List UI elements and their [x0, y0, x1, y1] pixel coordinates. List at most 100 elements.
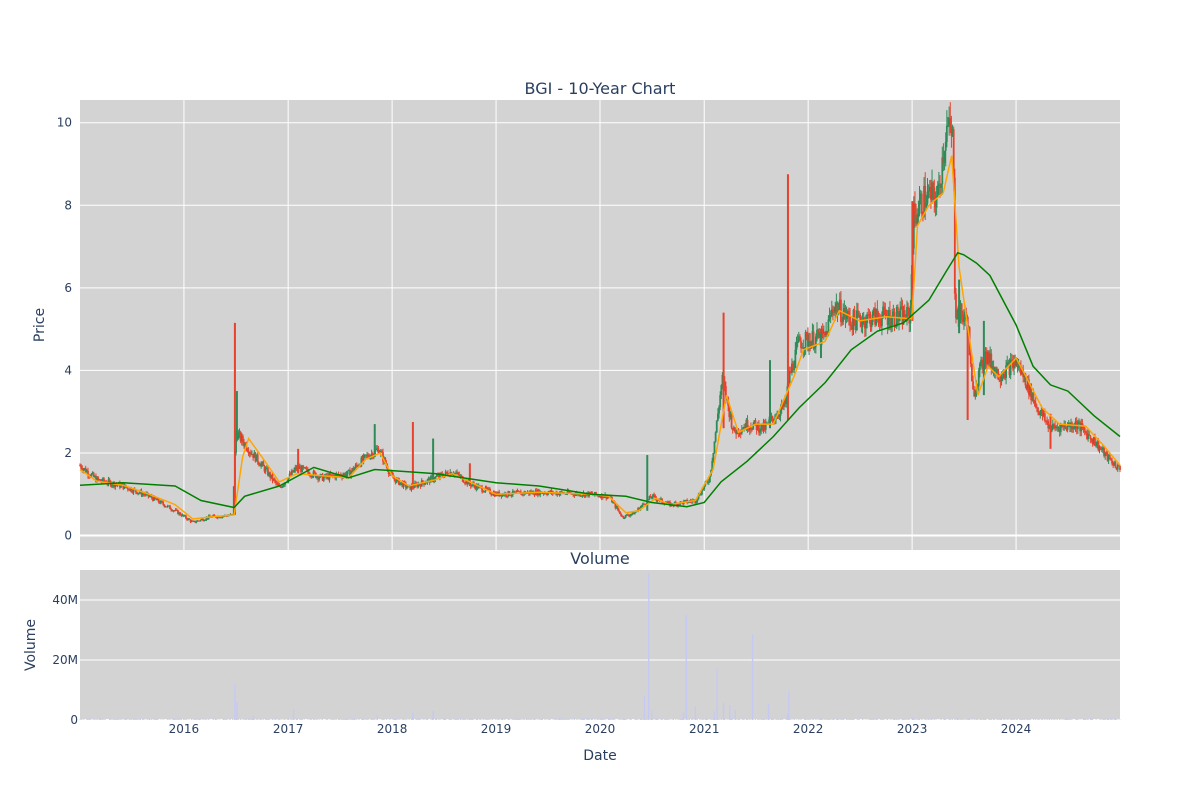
candle-body	[852, 310, 855, 330]
candle-body	[179, 512, 182, 515]
candle-body	[445, 471, 448, 473]
candle-body	[713, 441, 716, 453]
candle-body	[1031, 393, 1034, 401]
candle-body	[170, 509, 173, 511]
candle-body	[294, 467, 297, 470]
candle-body	[939, 183, 941, 188]
candle-body	[361, 457, 364, 461]
candle-body	[854, 320, 857, 331]
candle-body	[506, 495, 509, 497]
candle-body	[219, 517, 222, 519]
candle-body	[702, 489, 704, 491]
candle-body	[398, 478, 400, 485]
candle-body	[249, 452, 252, 455]
candle-body	[1063, 425, 1066, 427]
candle-body	[829, 315, 832, 317]
candle-body	[93, 476, 96, 478]
candle-body	[1029, 383, 1031, 395]
candle-body	[85, 470, 88, 473]
candle-body	[476, 484, 479, 489]
candle-body	[425, 482, 428, 484]
candle-body	[155, 498, 158, 501]
candle-body	[174, 509, 177, 511]
candle-body	[513, 490, 515, 493]
candle-body	[556, 492, 559, 495]
candle-body	[259, 464, 261, 467]
candle-body	[1074, 421, 1077, 428]
candle-body	[312, 471, 315, 477]
candle-body	[491, 494, 494, 496]
candle-body	[656, 500, 659, 502]
candle-body	[263, 465, 266, 472]
candle-body	[181, 514, 184, 517]
candle-body	[301, 465, 304, 473]
candle-body	[632, 511, 635, 515]
candle-body	[354, 464, 357, 469]
candle-body	[719, 395, 722, 408]
candle-body	[402, 481, 405, 487]
candle-body	[599, 496, 602, 498]
candle-body	[668, 501, 670, 503]
candle-body	[1035, 406, 1038, 408]
candle-body	[687, 502, 690, 504]
candle-body	[866, 314, 869, 324]
candle-body	[292, 470, 294, 473]
candle-body	[748, 427, 751, 430]
candle-body	[789, 370, 792, 373]
candle-body	[1115, 467, 1118, 470]
candle-body	[924, 185, 927, 208]
candle-body	[465, 480, 468, 484]
candle-body	[125, 487, 128, 489]
candle-body	[875, 309, 878, 325]
candle-body	[145, 493, 147, 496]
date-x-tick-label: 2018	[377, 722, 408, 736]
candle-body	[148, 496, 151, 498]
candle-body	[172, 510, 175, 512]
candle-body	[265, 468, 268, 470]
candle-body	[351, 468, 354, 472]
candle-body	[740, 429, 743, 434]
candle-body	[894, 325, 897, 328]
candle-body	[380, 451, 383, 453]
candle-body	[732, 427, 735, 430]
candle-body	[238, 432, 241, 434]
candle-body	[1095, 445, 1097, 447]
candle-body	[280, 486, 283, 488]
candle-body	[1105, 452, 1108, 454]
candle-body	[764, 423, 767, 430]
candle-body	[240, 435, 243, 442]
candle-body	[1082, 427, 1085, 429]
candle-body	[721, 374, 724, 386]
candle-body	[1014, 361, 1017, 367]
candle-body	[403, 481, 406, 483]
candle-body	[778, 415, 781, 417]
candle-body	[834, 306, 837, 313]
candle-body	[290, 470, 293, 475]
candle-body	[131, 491, 134, 493]
candle-body	[235, 432, 237, 453]
candle-body	[777, 415, 780, 417]
candle-body	[1062, 424, 1064, 427]
candle-body	[407, 485, 409, 488]
candle-body	[116, 484, 119, 486]
candle-body	[121, 483, 124, 485]
candle-body	[627, 514, 629, 516]
candle-body	[215, 517, 218, 519]
candle-body	[801, 347, 804, 349]
candle-body	[986, 352, 989, 364]
candle-body	[271, 474, 274, 481]
candle-body	[902, 310, 905, 325]
candle-body	[859, 315, 862, 322]
candle-body	[401, 482, 404, 487]
candle-body	[767, 422, 769, 424]
candle-body	[1054, 425, 1056, 428]
candle-body	[770, 416, 773, 419]
candle-body	[567, 490, 570, 493]
price-y-tick-labels: 0 2 4 6 8 10	[57, 116, 72, 543]
candle-body	[371, 453, 374, 458]
candle-body	[462, 481, 465, 483]
candle-body	[475, 484, 478, 490]
candle-body	[978, 363, 981, 371]
candle-body	[244, 443, 247, 447]
candle-body	[509, 495, 512, 497]
